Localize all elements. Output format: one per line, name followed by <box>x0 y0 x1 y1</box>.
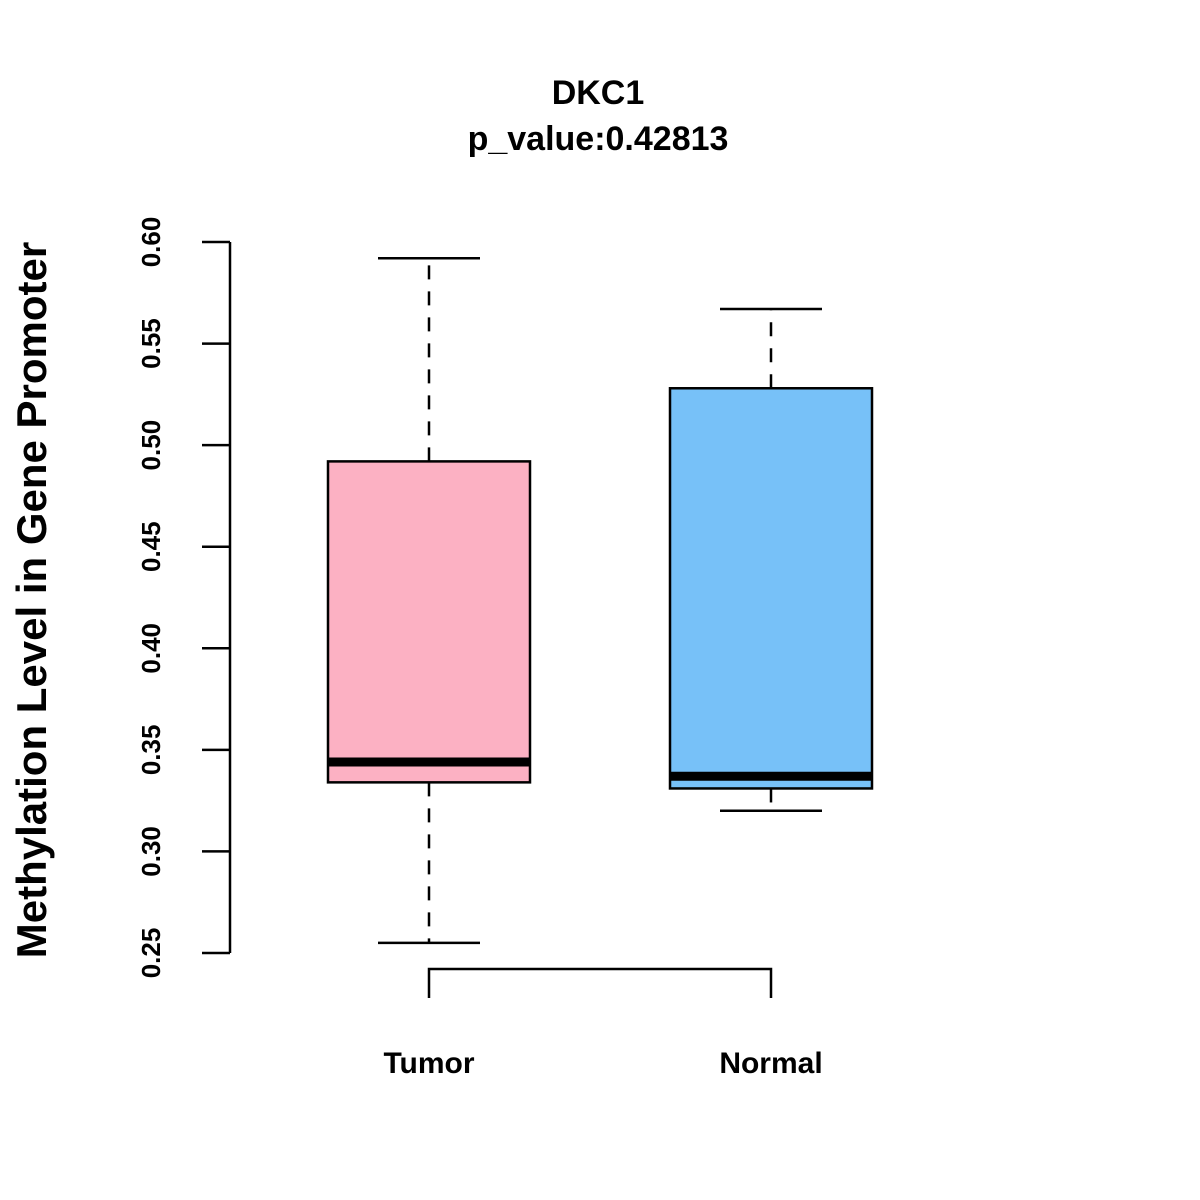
chart-title: DKC1 <box>552 74 645 112</box>
significance-bracket <box>427 967 773 998</box>
y-tick-label: 0.25 <box>136 928 166 979</box>
y-axis-label: Methylation Level in Gene Promoter <box>8 242 55 958</box>
x-axis-categories: Tumor Normal <box>383 1047 822 1080</box>
box-tumor <box>326 257 532 945</box>
y-tick-label: 0.55 <box>136 318 166 369</box>
chart-subtitle: p_value:0.42813 <box>468 120 729 158</box>
y-tick-label: 0.50 <box>136 420 166 471</box>
y-tick-label: 0.35 <box>136 725 166 776</box>
y-axis: 0.25 0.30 0.35 0.40 0.45 0.50 0.55 0.60 <box>136 217 232 979</box>
x-category-label: Tumor <box>383 1047 474 1080</box>
y-tick-label: 0.60 <box>136 217 166 268</box>
y-tick-label: 0.40 <box>136 623 166 674</box>
y-tick-label: 0.30 <box>136 826 166 877</box>
box-normal <box>668 307 874 813</box>
bracket-line <box>427 967 773 998</box>
box-iqr <box>326 460 532 784</box>
box-iqr <box>668 387 874 790</box>
box-series <box>326 257 874 945</box>
y-tick-label: 0.45 <box>136 521 166 572</box>
x-category-label: Normal <box>719 1047 822 1080</box>
